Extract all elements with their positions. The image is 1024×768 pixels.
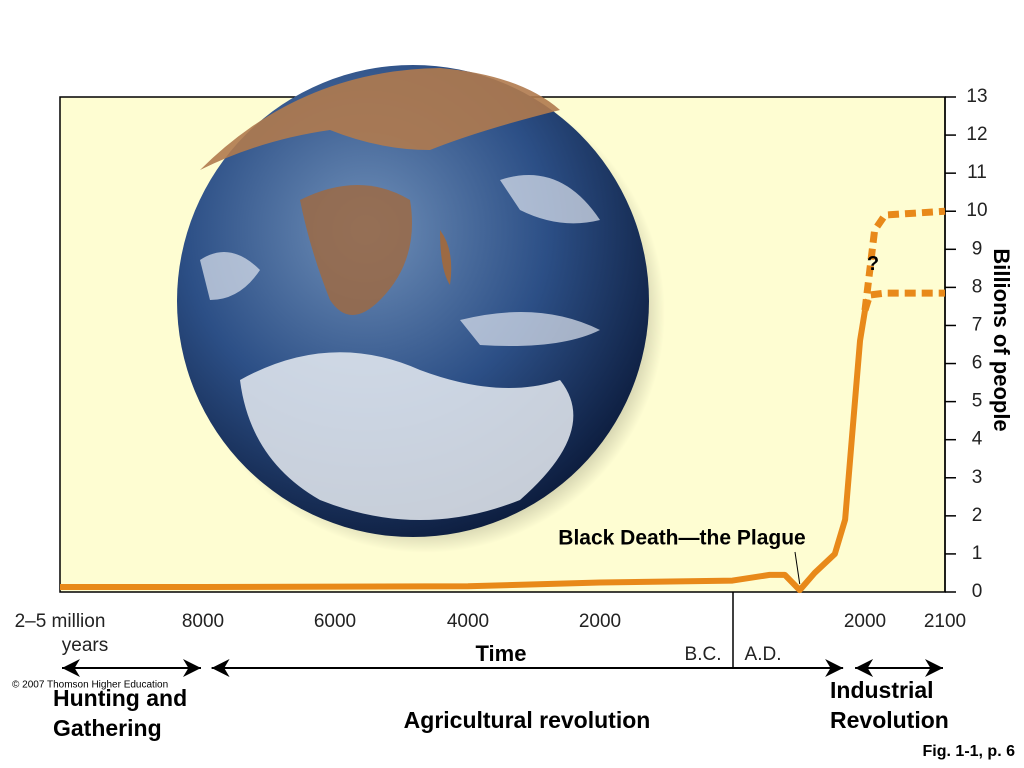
period-label: Industrial (830, 677, 934, 703)
y-tick-label: 13 (966, 86, 987, 107)
x-start-label-part: 2–5 million (15, 611, 106, 632)
era-label: A.D. (745, 644, 782, 665)
y-tick-label: 9 (972, 238, 983, 259)
data-line (861, 289, 945, 312)
y-tick-label: 7 (972, 314, 983, 335)
x-start-label: 2–5 million years (15, 611, 109, 656)
period-label: Gathering (53, 715, 162, 741)
x-tick-label: 2100 (924, 611, 966, 632)
y-tick-label: 1 (972, 543, 983, 564)
x-tick-label: 8000 (182, 611, 224, 632)
earth-image (177, 65, 665, 553)
x-axis-label: Time (476, 641, 527, 666)
data-line (861, 207, 946, 311)
y-tick-label: 6 (972, 353, 983, 374)
era-label: B.C. (685, 644, 722, 665)
annotation-pointer (794, 551, 801, 585)
y-tick-label: 12 (966, 124, 987, 145)
period-label: Revolution (830, 707, 949, 733)
x-tick-label: 2000 (579, 611, 621, 632)
y-tick-label: 11 (967, 162, 987, 183)
figure-ref: Fig. 1-1, p. 6 (923, 743, 1016, 760)
period-label: Hunting and (53, 685, 187, 711)
annotation: ? (867, 253, 879, 275)
annotation: Black Death—the Plague (558, 527, 805, 550)
x-start-label-part: years (62, 635, 108, 656)
copyright: © 2007 Thomson Higher Education (12, 680, 168, 691)
y-axis-label: Billions of people (989, 248, 1014, 431)
x-tick-label: 2000 (844, 611, 886, 632)
y-tick-label: 10 (966, 200, 987, 221)
y-tick-label: 4 (972, 429, 983, 450)
y-tick-label: 2 (972, 505, 983, 526)
y-tick-label: 3 (972, 467, 983, 488)
x-tick-label: 6000 (314, 611, 356, 632)
y-tick-label: 5 (972, 391, 983, 412)
x-tick-label: 4000 (447, 611, 489, 632)
y-tick-label: 8 (972, 276, 983, 297)
data-line (60, 309, 868, 594)
period-label: Agricultural revolution (404, 707, 651, 733)
y-tick-label: 0 (972, 581, 983, 602)
